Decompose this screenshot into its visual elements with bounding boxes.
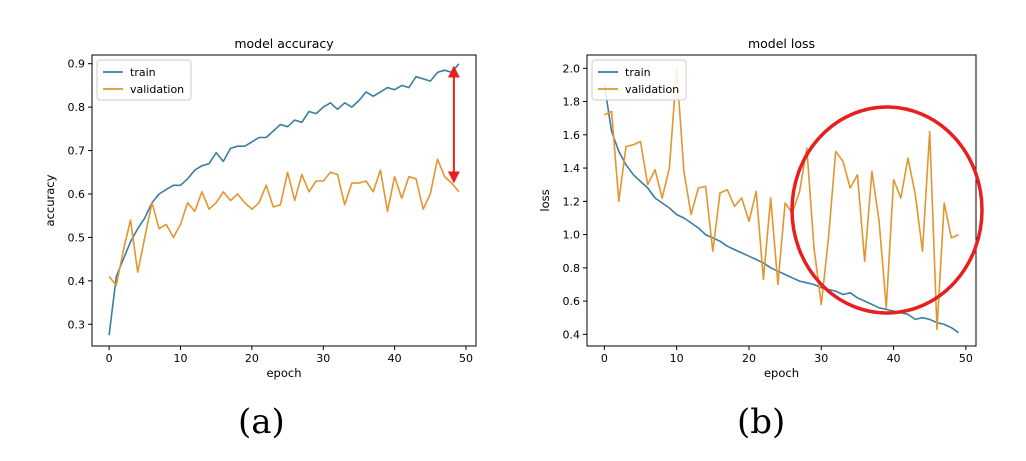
x-tick-label: 40 [388,352,402,365]
y-tick-label: 1.0 [563,229,581,242]
chart-title: model loss [748,36,815,51]
y-tick-label: 0.3 [68,318,86,331]
x-axis-label: epoch [764,366,799,380]
legend-label-validation: validation [130,83,184,96]
legend-label-train: train [130,66,156,79]
x-tick-label: 30 [814,352,828,365]
legend: train validation [591,59,687,101]
series-line-validation [604,67,959,331]
legend-box [591,59,687,101]
y-tick-label: 0.4 [563,328,581,341]
loss-chart: model loss 0 10 20 30 40 50 0.4 0.6 0.8 1.0 1.2 1.4 1… [538,36,984,380]
legend-label-train: train [625,66,651,79]
x-tick-label: 0 [106,352,113,365]
panel-label-a: (a) [238,402,285,442]
y-tick-label: 0.9 [68,58,86,71]
plot-frame [91,54,477,347]
legend-label-validation: validation [625,83,679,96]
x-tick-label: 10 [174,352,188,365]
x-tick-label: 50 [459,352,473,365]
y-tick-label: 0.4 [68,275,86,288]
highlight-circle-annotation [790,105,984,315]
series-line-train [108,63,460,336]
series-line-validation [108,158,460,287]
x-tick-label: 50 [959,352,973,365]
y-axis-label: loss [538,189,552,211]
panel-label-b: (b) [737,402,786,442]
y-tick-label: 1.8 [563,96,581,109]
y-tick-label: 2.0 [563,62,581,75]
x-tick-label: 20 [742,352,756,365]
y-tick-label: 0.6 [563,295,581,308]
legend: train validation [96,59,192,101]
x-tick-label: 30 [316,352,330,365]
y-axis-label: accuracy [43,174,57,226]
x-tick-label: 40 [887,352,901,365]
legend-box [96,59,192,101]
x-tick-label: 0 [601,352,608,365]
y-tick-label: 1.2 [563,195,581,208]
x-axis-label: epoch [266,366,301,380]
x-tick-label: 10 [670,352,684,365]
y-tick-label: 0.8 [563,262,581,275]
y-tick-label: 0.8 [68,101,86,114]
series-line-train [603,84,960,334]
x-tick-label: 20 [245,352,259,365]
y-tick-label: 0.6 [68,188,86,201]
plot-frame [586,54,977,347]
accuracy-chart: model accuracy 0 10 20 30 40 50 0.3 0.4 0.5 0.6 0.7… [43,36,477,380]
y-tick-label: 0.5 [68,231,86,244]
chart-title: model accuracy [234,36,334,51]
y-tick-label: 1.6 [563,129,581,142]
y-tick-label: 1.4 [563,162,581,175]
y-tick-label: 0.7 [68,145,86,158]
